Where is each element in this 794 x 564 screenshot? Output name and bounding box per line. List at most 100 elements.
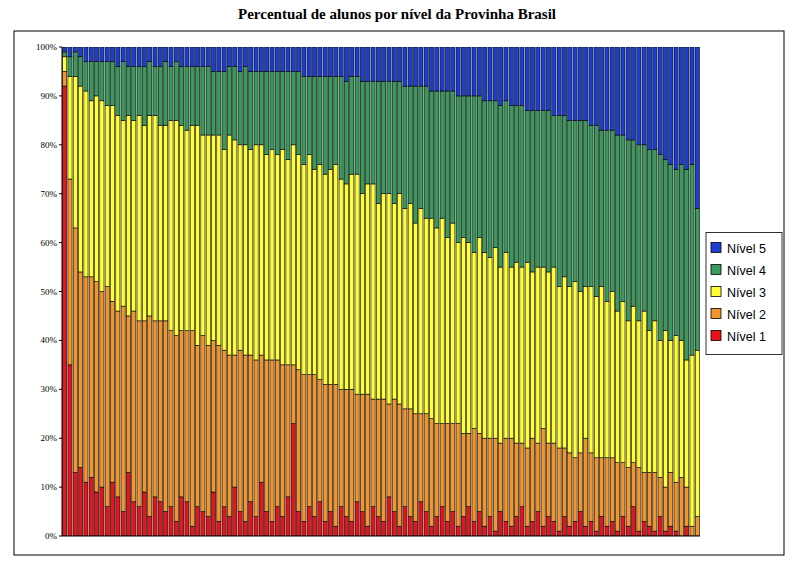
bar-segment xyxy=(116,115,120,311)
bar-segment xyxy=(488,101,492,257)
bar-segment xyxy=(259,482,263,536)
bar-segment xyxy=(536,267,540,443)
bar-segment xyxy=(663,531,667,536)
bar-segment xyxy=(201,47,205,67)
bar-segment xyxy=(360,194,364,394)
bar-segment xyxy=(249,47,253,71)
bar-segment xyxy=(148,47,152,62)
bar-segment xyxy=(600,47,604,130)
bar-segment xyxy=(621,301,625,462)
bar-segment xyxy=(674,169,678,335)
bar-segment xyxy=(493,438,497,531)
bar-segment xyxy=(546,516,550,536)
legend-box xyxy=(706,233,782,355)
bar-segment xyxy=(562,115,566,276)
bar-segment xyxy=(419,47,423,86)
bar-segment xyxy=(169,120,173,330)
bar-segment xyxy=(621,135,625,301)
bar-segment xyxy=(222,150,226,350)
bar-segment xyxy=(685,47,689,169)
bar-segment xyxy=(196,67,200,126)
bar-segment xyxy=(679,477,683,536)
bar-segment xyxy=(174,336,178,522)
y-tick xyxy=(59,47,62,48)
bar-segment xyxy=(573,120,577,281)
bar-segment xyxy=(238,145,242,350)
bar-segment xyxy=(477,512,481,536)
bar-segment xyxy=(355,47,359,76)
bar-segment xyxy=(387,404,391,497)
bar-segment xyxy=(297,155,301,370)
bar-segment xyxy=(663,487,667,531)
bar-segment xyxy=(190,526,194,536)
bar-segment xyxy=(413,521,417,536)
bar-segment xyxy=(536,111,540,267)
y-tick xyxy=(59,193,62,194)
bar-segment xyxy=(424,86,428,218)
bar-segment xyxy=(243,355,247,521)
y-tick xyxy=(59,144,62,145)
bar-segment xyxy=(690,526,694,536)
bar-segment xyxy=(568,120,572,286)
bar-segment xyxy=(196,47,200,67)
bar-segment xyxy=(578,292,582,453)
bar-segment xyxy=(605,301,609,457)
bar-segment xyxy=(637,468,641,532)
bar-segment xyxy=(621,47,625,135)
bar-segment xyxy=(126,47,130,67)
y-tick xyxy=(59,487,62,488)
bar-segment xyxy=(376,399,380,516)
bar-segment xyxy=(493,101,497,248)
chart: Percentual de alunos por nível da Provin… xyxy=(0,0,794,564)
bar-segment xyxy=(674,47,678,169)
bar-segment xyxy=(584,47,588,120)
bar-segment xyxy=(355,76,359,174)
bar-segment xyxy=(350,521,354,536)
bar-segment xyxy=(685,526,689,536)
bar-segment xyxy=(403,409,407,507)
bar-segment xyxy=(307,47,311,76)
bar-segment xyxy=(275,360,279,507)
bar-segment xyxy=(339,76,343,179)
bar-segment xyxy=(350,47,354,76)
bar-segment xyxy=(302,164,306,374)
bar-segment xyxy=(578,453,582,512)
bar-segment xyxy=(185,331,189,502)
bar-segment xyxy=(201,135,205,335)
bar-segment xyxy=(142,67,146,126)
bar-segment xyxy=(206,67,210,135)
bar-segment xyxy=(424,218,428,414)
bar-segment xyxy=(84,277,88,482)
bar-segment xyxy=(467,433,471,506)
bar-segment xyxy=(530,521,534,536)
bar-segment xyxy=(344,516,348,536)
bar-segment xyxy=(84,91,88,277)
bar-segment xyxy=(180,47,184,67)
legend-swatch xyxy=(711,331,721,341)
bar-segment xyxy=(169,507,173,536)
bar-segment xyxy=(589,453,593,521)
bar-segment xyxy=(360,512,364,536)
bar-segment xyxy=(594,47,598,125)
bar-segment xyxy=(610,47,614,130)
bar-segment xyxy=(174,521,178,536)
bar-segment xyxy=(445,521,449,536)
bar-segment xyxy=(180,497,184,536)
bar-segment xyxy=(312,76,316,169)
bar-segment xyxy=(642,472,646,521)
bar-segment xyxy=(312,47,316,76)
bar-segment xyxy=(387,47,391,81)
bar-segment xyxy=(483,101,487,253)
bar-segment xyxy=(355,174,359,394)
bar-segment xyxy=(169,47,173,67)
bar-segment xyxy=(520,507,524,536)
bar-segment xyxy=(79,468,83,536)
bar-segment xyxy=(456,526,460,536)
bar-segment xyxy=(647,472,651,526)
bar-segment xyxy=(132,311,136,502)
bar-segment xyxy=(610,130,614,291)
bar-segment xyxy=(254,71,258,144)
bar-segment xyxy=(302,521,306,536)
bar-segment xyxy=(360,81,364,193)
bar-segment xyxy=(222,47,226,71)
